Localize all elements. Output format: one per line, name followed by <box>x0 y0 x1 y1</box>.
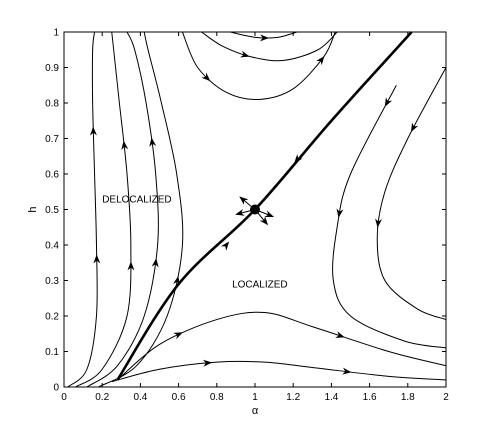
flow-line-6 <box>181 31 336 101</box>
y-axis-label: h <box>27 206 39 212</box>
x-tick-label-1: 0.2 <box>95 392 109 403</box>
y-tick-label-7: 0.7 <box>45 134 59 145</box>
flow-arrow-7-0 <box>240 50 250 58</box>
flow-arrow-9-0 <box>384 97 393 107</box>
flow-arrow-5-1 <box>342 367 352 375</box>
eigen-arrow-2 <box>259 216 269 226</box>
x-tick-label-5: 1 <box>252 392 258 403</box>
x-tick-label-9: 1.8 <box>401 392 415 403</box>
x-tick-label-8: 1.6 <box>363 392 377 403</box>
flow-arrow-6-0 <box>201 72 211 82</box>
flow-line-1 <box>75 31 132 388</box>
x-tick-label-7: 1.4 <box>324 392 338 403</box>
flow-line-3 <box>98 31 184 388</box>
y-tick-label-3: 0.3 <box>45 276 59 287</box>
flow-arrow-4-1 <box>335 331 345 338</box>
flow-arrow-8-0 <box>259 34 270 42</box>
x-tick-label-3: 0.6 <box>172 392 186 403</box>
eigen-arrow-3 <box>235 208 245 216</box>
y-tick-label-9: 0.9 <box>45 63 59 74</box>
x-tick-label-10: 2 <box>443 392 449 403</box>
flow-arrows <box>89 34 419 375</box>
region-label-delocalized: DELOCALIZED <box>102 194 171 205</box>
flow-lines <box>67 31 447 388</box>
flow-line-2 <box>86 31 159 388</box>
y-tick-label-5: 0.5 <box>45 205 59 216</box>
flow-arrow-5-0 <box>202 359 213 367</box>
eigen-arrow-0 <box>239 196 249 205</box>
flow-arrow-4-0 <box>173 332 183 340</box>
flow-line-5 <box>111 360 447 383</box>
y-tick-label-6: 0.6 <box>45 170 59 181</box>
separatrix-arrow-0 <box>220 241 230 251</box>
eigen-arrow-1 <box>264 210 275 218</box>
axes: 0 0.2 0.4 0.6 0.8 1 1.2 1.4 1.6 1.8 2 0 0.1 0.2 0.3 0.4… <box>45 28 449 404</box>
x-tick-label-2: 0.4 <box>133 392 147 403</box>
flow-arrow-1-1 <box>121 140 129 151</box>
x-axis-label: α <box>252 405 259 417</box>
labels: α h DELOCALIZED LOCALIZED <box>27 194 288 417</box>
flow-arrow-0-0 <box>93 254 101 264</box>
y-tick-label-4: 0.4 <box>45 241 59 252</box>
flow-arrow-10-1 <box>375 218 383 228</box>
x-tick-label-0: 0 <box>61 392 67 403</box>
flow-line-0 <box>67 31 98 388</box>
y-tick-label-10: 1 <box>53 28 59 39</box>
y-tick-label-8: 0.8 <box>45 99 59 110</box>
x-tick-label-4: 0.8 <box>210 392 224 403</box>
fixed-point-group <box>235 196 275 226</box>
separatrix-line <box>116 31 413 381</box>
flow-arrow-9-1 <box>336 208 344 218</box>
flow-arrow-2-0 <box>151 258 159 268</box>
flow-arrow-10-0 <box>410 122 419 133</box>
flow-line-10 <box>376 67 447 321</box>
x-tick-label-6: 1.2 <box>286 392 300 403</box>
flow-arrow-1-0 <box>127 261 135 271</box>
flow-line-4 <box>117 311 447 381</box>
y-tick-label-2: 0.2 <box>45 312 59 323</box>
flow-arrow-0-1 <box>89 126 97 136</box>
separatrix-group <box>116 31 413 381</box>
flow-arrow-2-1 <box>149 137 157 147</box>
region-label-localized: LOCALIZED <box>232 280 288 291</box>
y-tick-label-1: 0.1 <box>45 347 59 358</box>
separatrix-arrow-1 <box>294 154 303 164</box>
fixed-point-marker <box>250 204 260 215</box>
y-tick-label-0: 0 <box>53 383 59 394</box>
flow-line-7 <box>201 31 338 62</box>
flow-line-9 <box>332 85 447 349</box>
flow-arrow-6-1 <box>316 56 325 66</box>
